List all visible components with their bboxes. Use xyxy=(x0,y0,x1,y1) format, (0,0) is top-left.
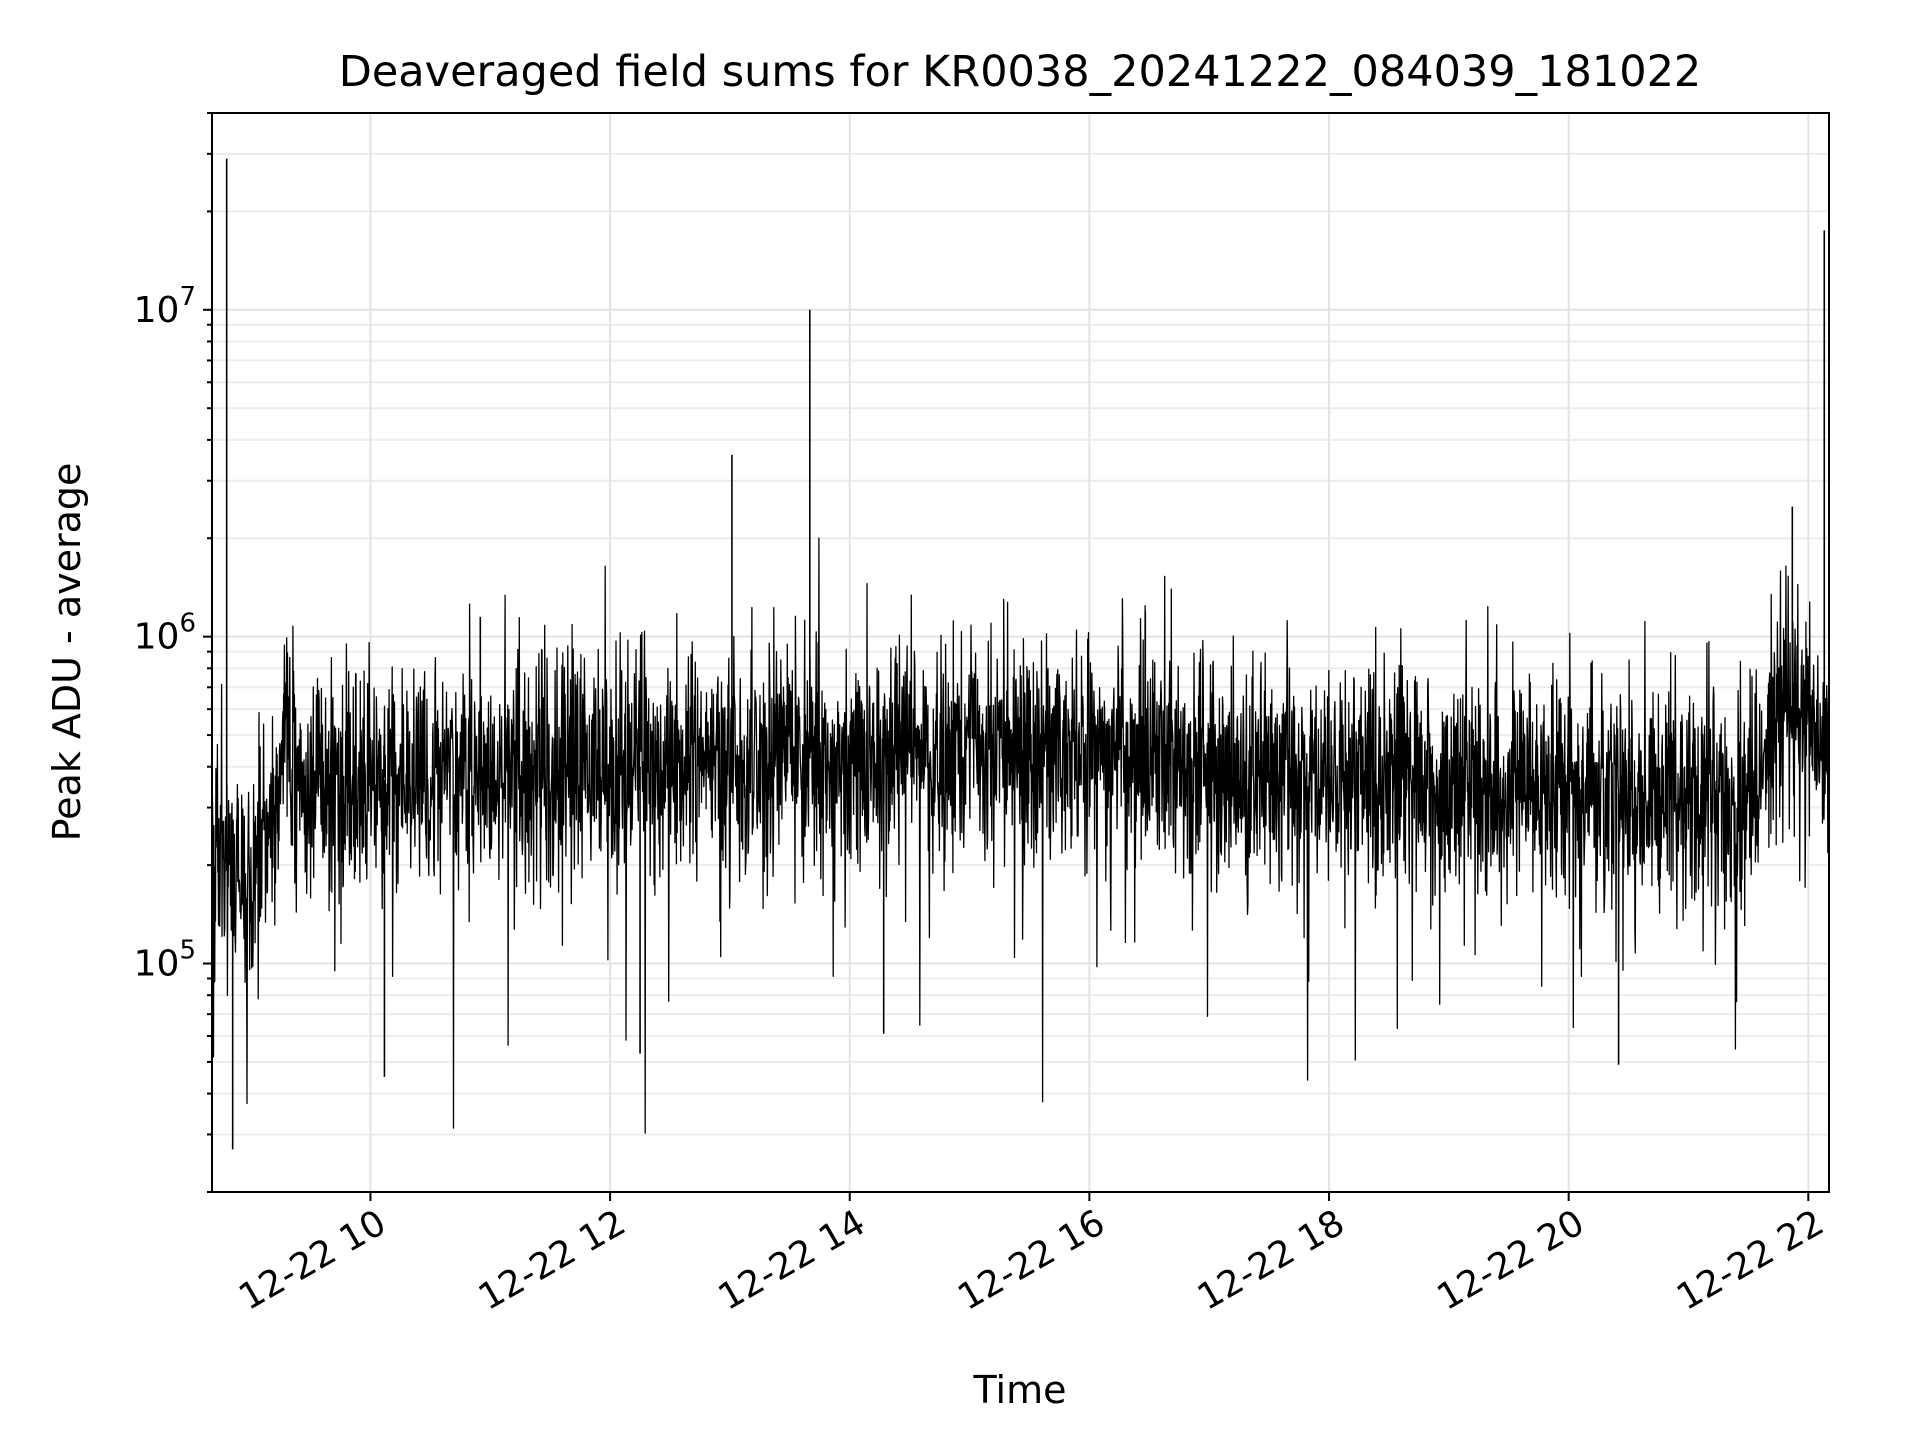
y-tick-label-base: 10 xyxy=(134,290,180,331)
chart-title: Deaveraged field sums for KR0038_2024122… xyxy=(339,47,1702,97)
series-deaveraged-field-sums xyxy=(211,158,1830,1150)
x-axis-label: Time xyxy=(973,1368,1067,1412)
y-tick-label-exponent: 7 xyxy=(179,282,196,312)
y-tick-label: 106 xyxy=(134,609,196,658)
y-tick-label-base: 10 xyxy=(134,617,180,658)
x-tick-label: 12-22 20 xyxy=(1430,1202,1591,1318)
x-tick-label: 12-22 12 xyxy=(472,1202,633,1318)
minor-gridlines xyxy=(212,112,1829,1193)
x-tick-label: 12-22 18 xyxy=(1191,1202,1352,1318)
x-tick-label: 12-22 22 xyxy=(1670,1202,1831,1318)
x-tick-label: 12-22 16 xyxy=(951,1202,1112,1318)
y-tick-label-exponent: 6 xyxy=(179,609,196,639)
y-tick-label-base: 10 xyxy=(134,944,180,985)
x-tick-label: 12-22 10 xyxy=(232,1202,393,1318)
y-tick-label-exponent: 5 xyxy=(179,936,196,966)
major-gridlines xyxy=(212,113,1829,1192)
y-axis-label: Peak ADU - average xyxy=(45,463,89,842)
series-line xyxy=(211,537,1830,1134)
x-tick-label: 12-22 14 xyxy=(712,1202,873,1318)
y-tick-label: 105 xyxy=(134,936,196,985)
y-tick-label: 107 xyxy=(134,282,196,331)
x-axis-ticks: 12-22 10 12-22 12 12-22 14 12-22 16 12-22 18… xyxy=(232,1192,1831,1319)
